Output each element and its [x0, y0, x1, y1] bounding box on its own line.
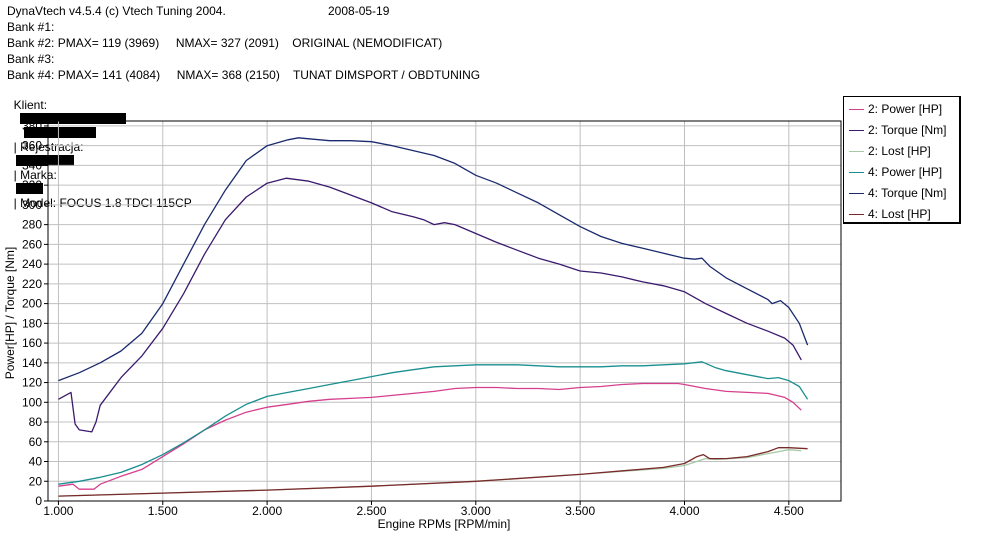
- plot-area-frame: [47, 120, 842, 502]
- bank-1-line: Bank #1:: [7, 20, 55, 34]
- y-axis-ticks: 0 20 40 60 80 100 120 140 160 180 200 220 240 260 280 3…: [22, 119, 48, 508]
- series-line-4-torque-nm: [58, 137, 809, 382]
- x-tick-label: 2.000: [252, 504, 282, 518]
- y-tick-label: 80: [29, 415, 43, 429]
- chart-legend: 2: Power [HP] 2: Torque [Nm] 2: Lost [HP] 4…: [843, 96, 961, 224]
- legend-item-2-torque-nm: 2: Torque [Nm]: [844, 120, 959, 141]
- x-axis-label: Engine RPMs [RPM/min]: [378, 517, 511, 531]
- series-line-4-lost-hp: [58, 447, 808, 497]
- y-tick-label: 40: [29, 455, 43, 469]
- legend-swatch: [849, 130, 864, 131]
- x-tick-label: 4.500: [774, 504, 804, 518]
- y-tick-label: 120: [22, 376, 42, 390]
- y-tick-label: 220: [22, 277, 42, 291]
- legend-label: 4: Power [HP]: [868, 165, 943, 179]
- legend-swatch: [849, 193, 864, 194]
- legend-swatch: [849, 109, 864, 110]
- legend-swatch: [849, 172, 864, 173]
- y-tick-label: 380: [22, 119, 42, 133]
- model-text: | Model: FOCUS 1.8 TDCI 115CP: [13, 196, 192, 210]
- series-line-2-torque-nm: [58, 177, 802, 433]
- x-tick-label: 3.000: [461, 504, 491, 518]
- series-line-4-power-hp: [58, 361, 809, 485]
- legend-label: 4: Torque [Nm]: [868, 186, 947, 200]
- y-tick-label: 320: [22, 178, 42, 192]
- legend-swatch: [849, 151, 864, 152]
- x-axis-ticks: 1.000 1.500 2.000 2.500 3.000 3.500 4.000 4.500: [43, 501, 804, 518]
- y-tick-label: 100: [22, 395, 42, 409]
- legend-label: 2: Lost [HP]: [868, 144, 931, 158]
- series-line-2-power-hp: [58, 382, 802, 490]
- y-tick-label: 160: [22, 336, 42, 350]
- y-tick-label: 360: [22, 139, 42, 153]
- x-tick-label: 1.500: [148, 504, 178, 518]
- x-tick-label: 4.000: [669, 504, 699, 518]
- header-app-title: DynaVtech v4.5.4 (c) Vtech Tuning 2004.: [7, 4, 226, 18]
- x-tick-label: 1.000: [43, 504, 73, 518]
- legend-item-4-lost-hp: 4: Lost [HP]: [844, 204, 959, 225]
- legend-item-4-torque-nm: 4: Torque [Nm]: [844, 183, 959, 204]
- client-surname-redacted: [23, 127, 96, 138]
- header-date: 2008-05-19: [328, 4, 390, 18]
- brand-redacted: [15, 183, 43, 194]
- x-tick-label: 3.500: [565, 504, 595, 518]
- y-tick-label: 240: [22, 257, 42, 271]
- series-line-2-lost-hp: [58, 449, 802, 497]
- client-name-redacted: [19, 113, 126, 124]
- y-tick-label: 300: [22, 198, 42, 212]
- registration-label: | Rejestracja:: [13, 140, 84, 154]
- legend-swatch: [849, 214, 864, 215]
- y-tick-label: 260: [22, 237, 42, 251]
- bank-4-line: Bank #4: PMAX= 141 (4084) NMAX= 368 (215…: [7, 68, 481, 82]
- y-tick-label: 340: [22, 158, 42, 172]
- y-tick-label: 280: [22, 218, 42, 232]
- legend-label: 4: Lost [HP]: [868, 207, 931, 221]
- y-tick-label: 200: [22, 297, 42, 311]
- client-label: Klient:: [13, 98, 48, 112]
- y-tick-label: 180: [22, 316, 42, 330]
- legend-label: 2: Torque [Nm]: [868, 123, 947, 137]
- bank-2-line: Bank #2: PMAX= 119 (3969) NMAX= 327 (209…: [7, 36, 443, 50]
- series-lines: [58, 137, 809, 497]
- y-axis-label: Power[HP] / Torque [Nm]: [3, 247, 17, 380]
- y-tick-label: 0: [35, 494, 42, 508]
- y-tick-label: 140: [22, 356, 42, 370]
- y-tick-label: 60: [29, 435, 43, 449]
- legend-label: 2: Power [HP]: [868, 102, 943, 116]
- registration-redacted: [15, 155, 74, 166]
- x-tick-label: 2.500: [356, 504, 386, 518]
- legend-item-4-power-hp: 4: Power [HP]: [844, 162, 959, 183]
- y-tick-label: 20: [29, 474, 43, 488]
- grid-lines: [48, 121, 841, 501]
- legend-item-2-power-hp: 2: Power [HP]: [844, 99, 959, 120]
- bank-3-line: Bank #3:: [7, 52, 55, 66]
- legend-item-2-lost-hp: 2: Lost [HP]: [844, 141, 959, 162]
